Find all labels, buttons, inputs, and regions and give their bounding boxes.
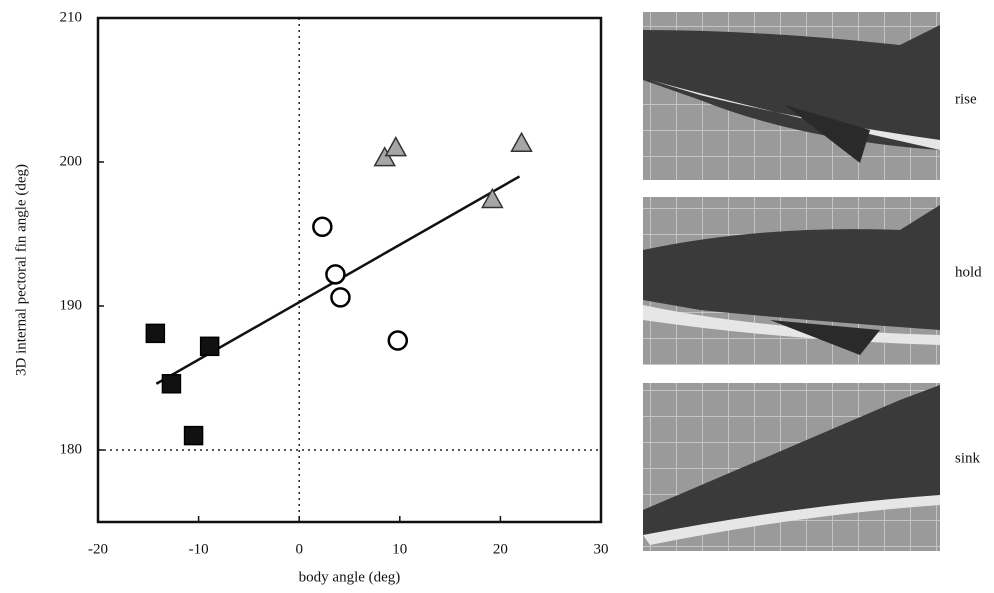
y-axis-label: 3D internal pectoral fin angle (deg) — [13, 164, 29, 376]
y-tick-label: 180 — [60, 441, 83, 457]
point — [384, 136, 408, 157]
point — [183, 425, 204, 446]
point — [161, 374, 182, 394]
panel-label: hold — [955, 264, 982, 280]
y-tick-label: 190 — [60, 297, 83, 313]
point — [199, 336, 220, 357]
x-tick-label: 30 — [594, 541, 609, 557]
point — [510, 131, 533, 153]
panel-label: rise — [955, 91, 977, 107]
panel-label: sink — [955, 450, 981, 466]
point — [330, 287, 351, 308]
x-tick-label: 20 — [493, 541, 508, 557]
x-tick-label: 0 — [295, 541, 303, 557]
photo-rise — [643, 12, 940, 180]
photo-hold — [643, 197, 940, 365]
x-axis-label: body angle (deg) — [299, 569, 401, 585]
photo-sink — [643, 383, 940, 551]
x-tick-label: 10 — [392, 541, 407, 557]
point — [481, 187, 504, 209]
y-tick-label: 210 — [60, 9, 83, 25]
point — [312, 216, 333, 238]
point — [373, 146, 396, 167]
point — [387, 330, 409, 351]
x-tick-label: -10 — [189, 541, 209, 557]
x-tick-label: -20 — [88, 541, 108, 557]
plot-frame — [96, 16, 603, 524]
point — [145, 323, 166, 344]
point — [325, 264, 346, 285]
y-tick-label: 200 — [60, 153, 83, 169]
